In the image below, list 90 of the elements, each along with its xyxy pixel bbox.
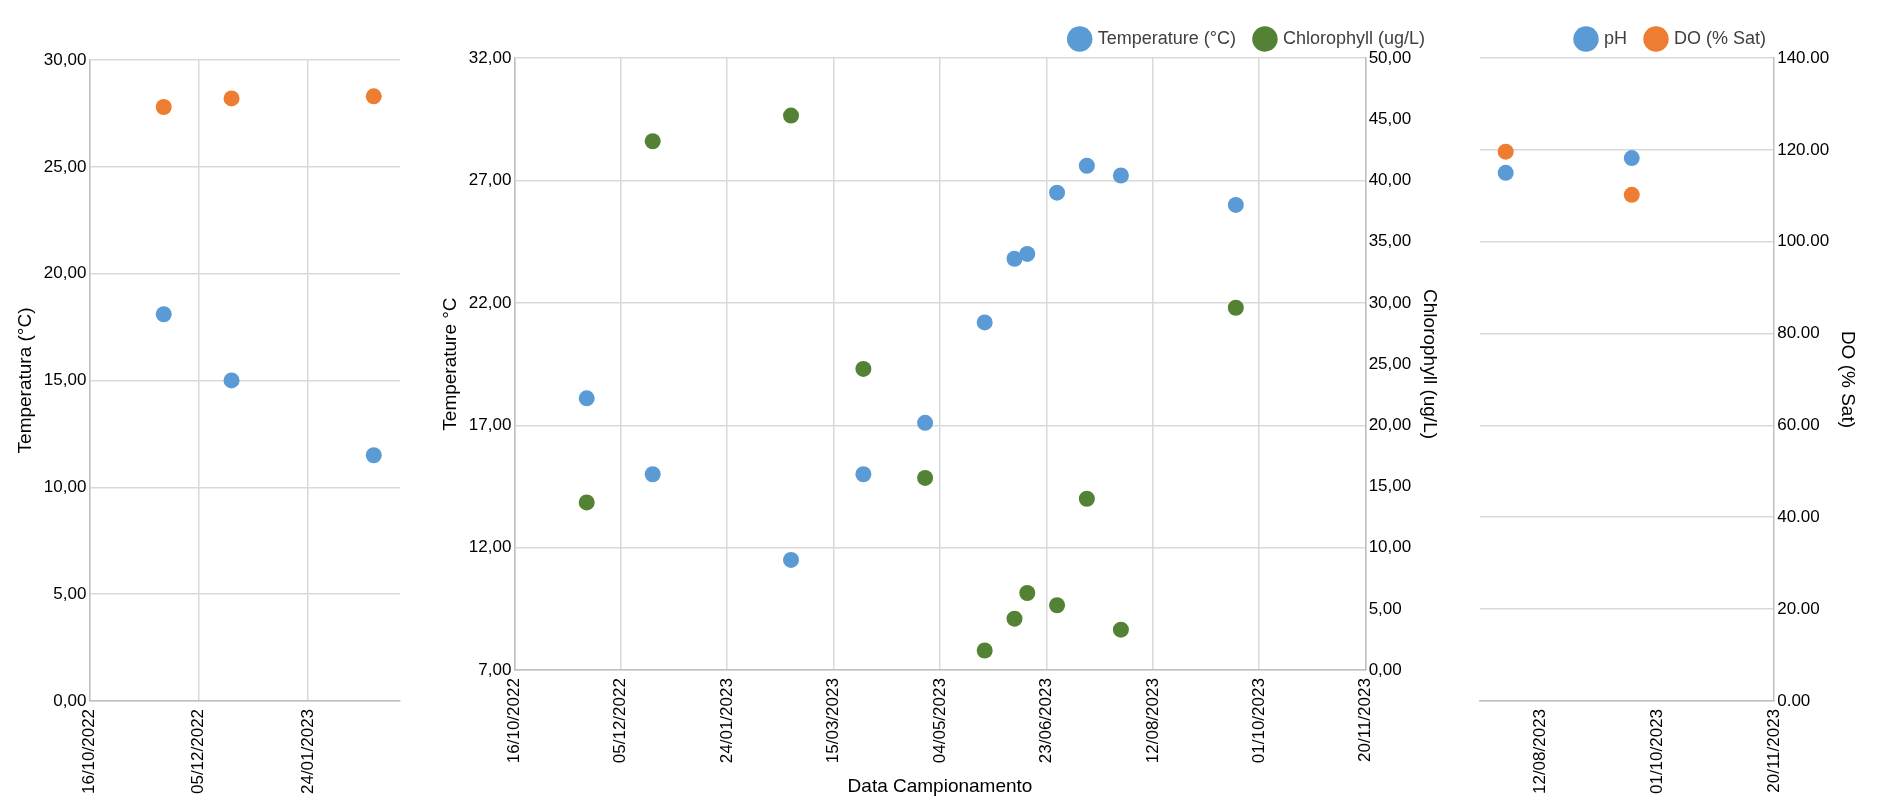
x-tick-label: 12/08/2023 — [1530, 708, 1550, 795]
y-tick-label: 25,00 — [43, 156, 87, 176]
point — [578, 390, 595, 407]
y-tick-label: 27,00 — [468, 170, 512, 190]
legend-label: Chlorophyll (ug/L) — [1282, 27, 1426, 48]
point — [1227, 196, 1244, 213]
point — [578, 494, 595, 511]
x-tick-label: 20/11/2023 — [1355, 678, 1375, 762]
x-tick-label: 23/06/2023 — [1036, 678, 1056, 764]
x-axis-title: Data Campionamento — [847, 774, 1033, 796]
y-tick-label: 20,00 — [43, 263, 87, 283]
y2-tick-label: 80.00 — [1777, 323, 1820, 343]
point — [644, 466, 661, 483]
x-tick-label: 24/01/2023 — [716, 678, 736, 764]
x-tick-label: 05/12/2022 — [188, 708, 208, 795]
point — [1019, 584, 1036, 601]
y-tick-label: 22,00 — [468, 292, 512, 312]
point — [976, 314, 993, 331]
point — [1006, 250, 1023, 267]
point — [1623, 186, 1640, 203]
y2-tick-label: 120.00 — [1777, 139, 1830, 159]
x-tick-label: 12/08/2023 — [1142, 678, 1162, 764]
y-tick-label: 10,00 — [43, 476, 87, 496]
y-tick-label: 30,00 — [43, 49, 87, 69]
point — [365, 88, 382, 105]
point — [1049, 597, 1066, 614]
y2-tick-label: 30,00 — [1368, 292, 1412, 312]
point — [223, 90, 240, 107]
y2-tick-label: 35,00 — [1368, 231, 1412, 251]
point — [1623, 150, 1640, 167]
y2-tick-label: 140.00 — [1777, 47, 1830, 67]
point — [155, 99, 172, 115]
y2-tick-label: 0,00 — [1368, 659, 1402, 679]
y2-axis-title: DO (% Sat) — [1838, 330, 1860, 429]
point — [1049, 184, 1066, 201]
x-tick-label: 15/03/2023 — [823, 678, 843, 764]
point — [1006, 610, 1023, 627]
y2-tick-label: 40.00 — [1777, 506, 1820, 526]
point — [976, 642, 993, 659]
y-tick-label: 32,00 — [468, 47, 512, 67]
point — [1078, 490, 1095, 507]
point — [1112, 167, 1129, 184]
point — [1227, 299, 1244, 316]
point — [917, 414, 934, 431]
y-tick-label: 12,00 — [468, 537, 512, 557]
y2-axis-title: Chlorophyll (ug/L) — [1420, 289, 1442, 440]
y2-tick-label: 10,00 — [1368, 537, 1412, 557]
y-tick-label: 7,00 — [478, 659, 512, 679]
x-tick-label: 01/10/2023 — [1248, 678, 1268, 764]
point — [223, 372, 240, 389]
point — [1497, 164, 1514, 181]
x-tick-label: 16/10/2022 — [79, 708, 99, 795]
x-tick-label: 05/12/2022 — [610, 678, 630, 764]
y2-tick-label: 20.00 — [1777, 598, 1820, 618]
y2-tick-label: 5,00 — [1368, 598, 1402, 618]
y-tick-label: 17,00 — [468, 414, 512, 434]
legend-label: pH — [1603, 27, 1627, 48]
legend-label: DO (% Sat) — [1674, 27, 1767, 48]
point — [1497, 143, 1514, 160]
point — [644, 133, 661, 150]
y2-tick-label: 45,00 — [1368, 108, 1412, 128]
legend-label: Temperature (°C) — [1097, 27, 1236, 48]
y-axis-title: Temperature °C — [438, 297, 460, 431]
y-tick-label: 5,00 — [53, 583, 87, 603]
x-tick-label: 04/05/2023 — [929, 678, 949, 764]
point — [783, 551, 800, 568]
y2-tick-label: 60.00 — [1777, 415, 1820, 435]
y2-tick-label: 0.00 — [1777, 690, 1811, 710]
x-tick-label: 24/01/2023 — [297, 708, 317, 795]
y2-tick-label: 20,00 — [1368, 414, 1412, 434]
x-tick-label: 16/10/2022 — [504, 678, 524, 764]
y2-tick-label: 100.00 — [1777, 231, 1830, 251]
y-tick-label: 0,00 — [53, 690, 87, 710]
y2-tick-label: 25,00 — [1368, 353, 1412, 373]
y-tick-label: 15,00 — [43, 370, 87, 390]
y2-tick-label: 15,00 — [1368, 476, 1412, 496]
y2-tick-label: 50,00 — [1368, 47, 1412, 67]
x-tick-label: 20/11/2023 — [1763, 708, 1783, 793]
x-tick-label: 01/10/2023 — [1647, 708, 1667, 795]
point — [1078, 157, 1095, 174]
point — [155, 306, 172, 323]
point — [1112, 621, 1129, 638]
point — [855, 466, 872, 483]
point — [783, 107, 800, 124]
y2-tick-label: 40,00 — [1368, 170, 1412, 190]
point — [365, 447, 382, 464]
point — [917, 469, 934, 486]
y-axis-title: Temperatura (°C) — [13, 307, 35, 454]
point — [1019, 245, 1036, 262]
point — [855, 360, 872, 377]
